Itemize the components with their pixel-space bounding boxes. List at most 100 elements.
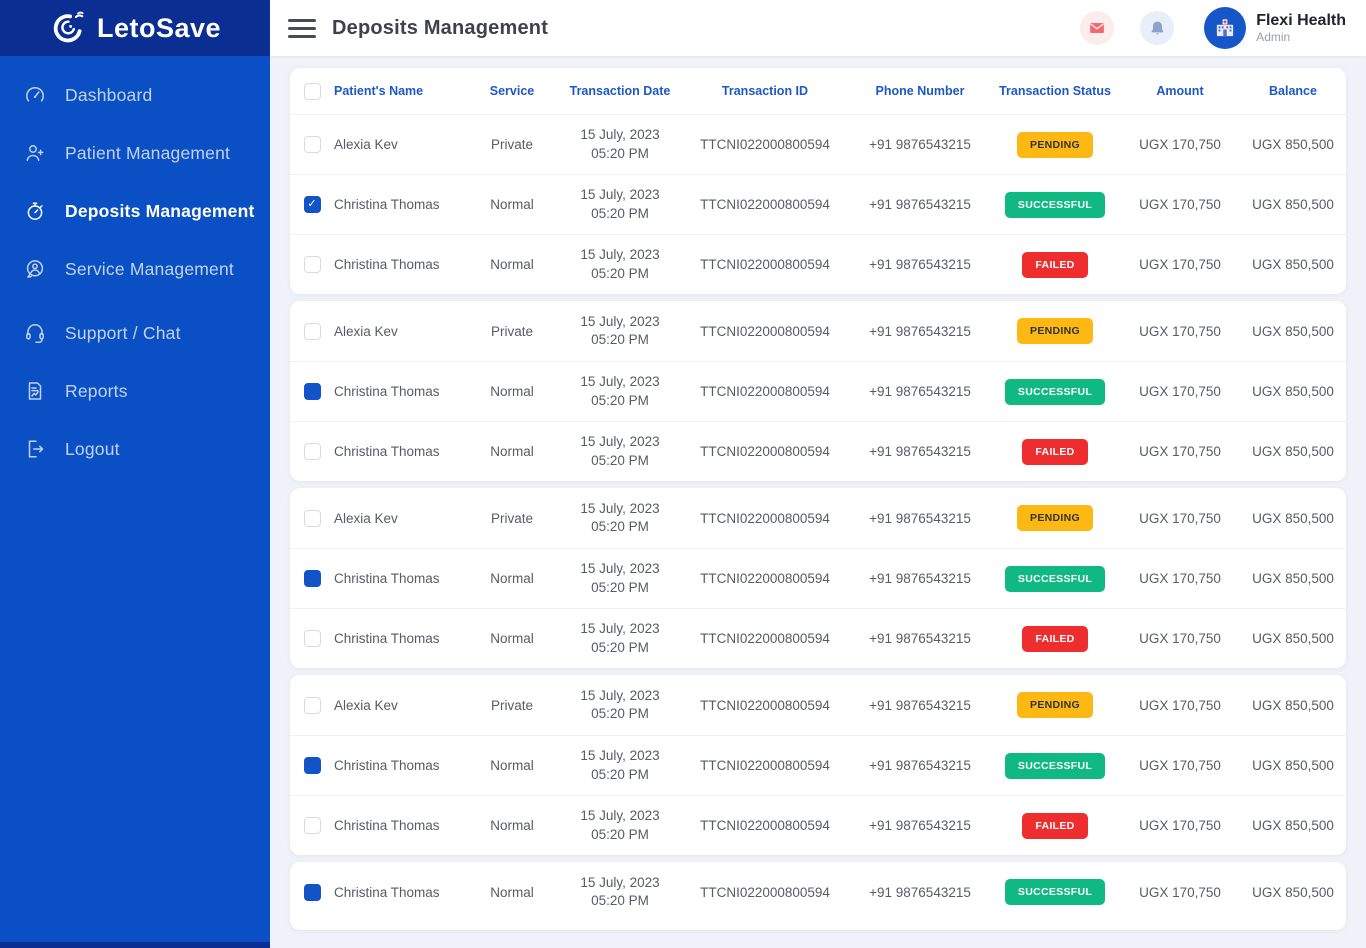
transaction-date: 15 July, 2023 05:20 PM (580, 313, 660, 347)
status-badge: SUCCESSFUL (1004, 191, 1106, 218)
patient-name: Alexia Kev (334, 510, 398, 526)
service: Normal (490, 818, 534, 833)
reports-icon (22, 378, 48, 404)
service: Normal (490, 758, 534, 773)
amount: UGX 170,750 (1139, 197, 1221, 212)
logo[interactable]: LetoSave (0, 0, 270, 56)
transaction-status-cell: PENDING (990, 692, 1120, 718)
column-header-transaction-date: Transaction Date (569, 84, 671, 98)
phone-number: +91 9876543215 (869, 571, 971, 586)
service: Private (490, 137, 534, 152)
patient-name: Christina Thomas (334, 818, 440, 833)
row-checkbox[interactable] (303, 630, 321, 647)
row-checkbox[interactable] (303, 136, 321, 153)
page-title: Deposits Management (332, 16, 549, 39)
transaction-status-cell: SUCCESSFUL (990, 191, 1120, 218)
balance: UGX 850,500 (1252, 510, 1334, 526)
transaction-id: TTCNI022000800594 (700, 818, 830, 833)
row-checkbox[interactable] (303, 757, 321, 774)
sidebar-item-service-management[interactable]: Service Management (0, 240, 270, 298)
sidebar-item-logout[interactable]: Logout (0, 420, 270, 478)
row-checkbox[interactable] (303, 509, 321, 527)
status-badge: SUCCESSFUL (1004, 565, 1106, 592)
transaction-date: 15 July, 2023 05:20 PM (580, 374, 660, 408)
hamburger-icon[interactable] (288, 18, 316, 38)
phone-number: +91 9876543215 (869, 323, 971, 339)
avatar[interactable] (1204, 7, 1247, 49)
transaction-id: TTCNI022000800594 (700, 197, 830, 212)
transaction-date: 15 July, 2023 05:20 PM (580, 500, 660, 534)
mail-button[interactable] (1080, 11, 1115, 45)
amount: UGX 170,750 (1139, 323, 1221, 339)
phone-number: +91 9876543215 (869, 137, 971, 152)
row-checkbox[interactable] (303, 196, 321, 213)
service: Private (490, 697, 534, 713)
bell-icon (1147, 18, 1168, 39)
transaction-date: 15 July, 2023 05:20 PM (580, 561, 660, 595)
phone-number: +91 9876543215 (869, 384, 971, 399)
status-badge: SUCCESSFUL (1004, 879, 1106, 905)
service: Normal (490, 384, 534, 399)
status-badge: PENDING (1017, 131, 1093, 158)
transaction-date: 15 July, 2023 05:20 PM (580, 247, 660, 281)
row-checkbox[interactable] (303, 570, 321, 587)
balance: UGX 850,500 (1252, 758, 1334, 773)
sidebar-item-label: Support / Chat (65, 322, 181, 343)
balance: UGX 850,500 (1252, 631, 1334, 646)
status-badge: PENDING (1017, 692, 1093, 718)
transaction-id: TTCNI022000800594 (700, 257, 830, 272)
main-area: Deposits Management (270, 0, 1366, 948)
sidebar-item-support-chat[interactable]: Support / Chat (0, 304, 270, 362)
service: Normal (490, 444, 534, 459)
balance: UGX 850,500 (1252, 444, 1334, 459)
profile-name: Flexi Health (1256, 12, 1346, 30)
transaction-date: 15 July, 2023 05:20 PM (580, 808, 660, 842)
amount: UGX 170,750 (1139, 571, 1221, 586)
patient-name: Christina Thomas (334, 444, 440, 459)
dashboard-icon (22, 82, 48, 108)
service: Normal (490, 257, 534, 272)
sidebar-item-patient-management[interactable]: Patient Management (0, 124, 270, 182)
sidebar-item-deposits-management[interactable]: Deposits Management (0, 182, 270, 240)
row-checkbox[interactable] (303, 443, 321, 460)
patient-name: Christina Thomas (334, 758, 440, 773)
mail-icon (1086, 17, 1108, 39)
column-header-phone-number: Phone Number (875, 84, 965, 98)
select-all-checkbox[interactable] (303, 82, 321, 100)
row-checkbox[interactable] (303, 256, 321, 273)
status-badge: FAILED (1022, 625, 1088, 652)
transaction-date: 15 July, 2023 05:20 PM (580, 687, 660, 721)
transaction-date: 15 July, 2023 05:20 PM (580, 748, 660, 782)
balance: UGX 850,500 (1252, 571, 1334, 586)
profile-info[interactable]: Flexi Health Admin (1256, 11, 1346, 45)
table-card: Alexia Kev Private 15 July, 2023 05:20 PM TT… (290, 301, 1346, 481)
transaction-status-cell: FAILED (990, 625, 1120, 652)
balance: UGX 850,500 (1252, 257, 1334, 272)
letosave-swirl-icon (49, 9, 87, 47)
status-badge: PENDING (1017, 505, 1093, 531)
transaction-status-cell: PENDING (990, 318, 1120, 344)
sidebar-item-label: Patient Management (65, 142, 231, 163)
column-header-transaction-id: Transaction ID (721, 84, 809, 98)
topbar: Deposits Management (270, 0, 1366, 56)
profile-role: Admin (1256, 30, 1291, 45)
transaction-status-cell: FAILED (990, 438, 1120, 465)
balance: UGX 850,500 (1252, 818, 1334, 833)
transaction-id: TTCNI022000800594 (700, 884, 830, 900)
row-checkbox[interactable] (303, 817, 321, 834)
row-checkbox[interactable] (303, 696, 321, 714)
phone-number: +91 9876543215 (869, 197, 971, 212)
notifications-button[interactable] (1140, 11, 1175, 45)
sidebar-item-dashboard[interactable]: Dashboard (0, 66, 270, 124)
row-checkbox[interactable] (303, 383, 321, 400)
row-checkbox[interactable] (303, 322, 321, 340)
sidebar-item-reports[interactable]: Reports (0, 362, 270, 420)
status-badge: FAILED (1022, 812, 1088, 839)
sidebar-item-label: Logout (65, 438, 120, 459)
sidebar-bottom-strip (0, 942, 270, 948)
sidebar-item-label: Service Management (65, 258, 234, 279)
table-card: Alexia Kev Private 15 July, 2023 05:20 PM TT… (290, 488, 1346, 668)
row-checkbox[interactable] (303, 883, 321, 901)
